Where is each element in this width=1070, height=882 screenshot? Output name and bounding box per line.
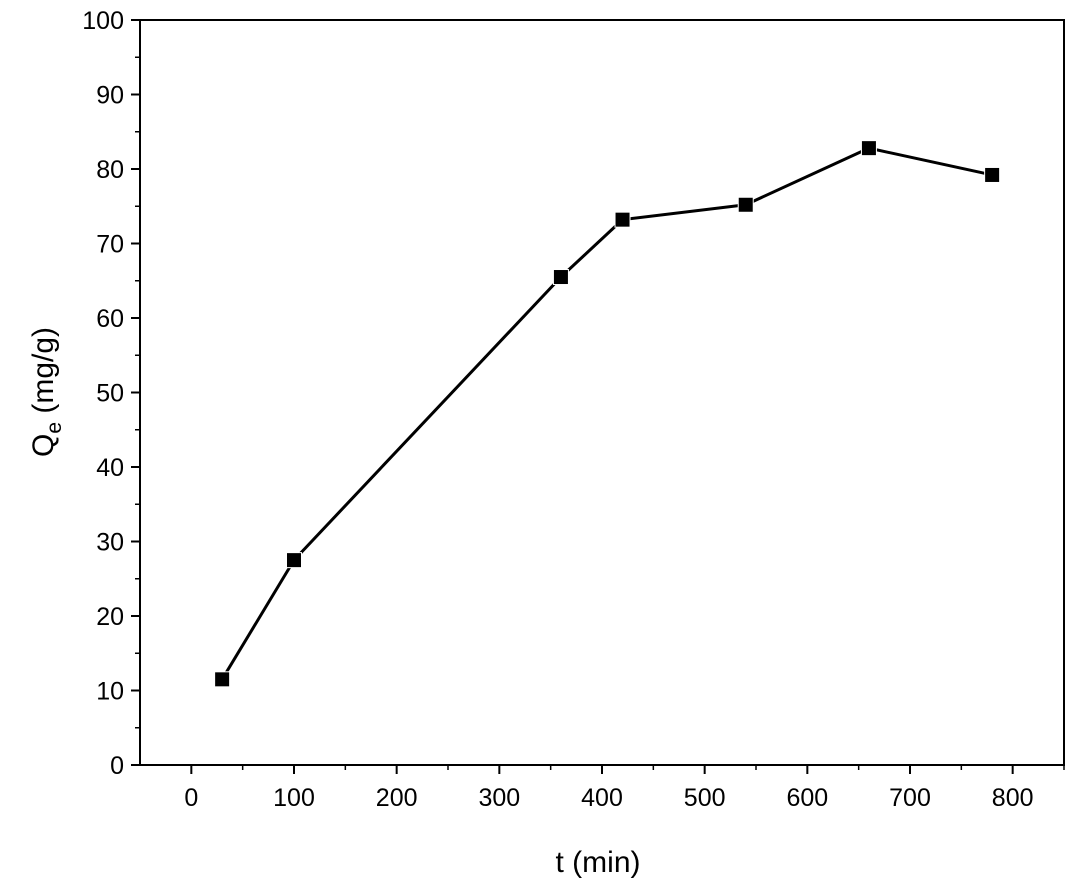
y-axis-title-subscript: e bbox=[43, 422, 66, 434]
data-point bbox=[214, 671, 231, 688]
x-tick-label: 300 bbox=[478, 784, 520, 812]
y-axis-ticks: 0 10 20 30 40 50 60 70 80 90 100 bbox=[82, 7, 140, 780]
x-tick-label: 700 bbox=[889, 784, 931, 812]
minor-ticks bbox=[135, 56, 1065, 770]
data-point bbox=[860, 140, 877, 157]
y-tick-label: 40 bbox=[96, 454, 124, 482]
series-line-segment bbox=[622, 203, 746, 222]
series-line-segment bbox=[745, 146, 870, 207]
data-point bbox=[737, 196, 754, 213]
series-line-segment bbox=[559, 218, 624, 279]
x-axis-ticks: 0 100 200 300 400 500 600 700 800 bbox=[184, 765, 1034, 812]
y-tick-label: 50 bbox=[96, 380, 124, 408]
y-tick-label: 0 bbox=[110, 752, 124, 780]
y-tick-label: 100 bbox=[82, 7, 124, 35]
y-axis-title-main: Q bbox=[27, 434, 60, 457]
data-point bbox=[552, 269, 569, 286]
data-point bbox=[984, 166, 1001, 183]
y-tick-label: 80 bbox=[96, 156, 124, 184]
y-tick-label: 20 bbox=[96, 603, 124, 631]
x-tick-label: 200 bbox=[376, 784, 418, 812]
x-tick-label: 0 bbox=[184, 784, 198, 812]
x-axis-title: t (min) bbox=[556, 846, 641, 879]
x-tick-label: 600 bbox=[786, 784, 828, 812]
series-points bbox=[214, 140, 1001, 688]
data-point bbox=[286, 552, 302, 569]
series-line-segment bbox=[220, 559, 296, 681]
x-tick-label: 400 bbox=[581, 784, 623, 812]
series-line-segment bbox=[868, 146, 993, 177]
y-tick-label: 60 bbox=[96, 305, 124, 333]
y-axis-title-rest: (mg/g) bbox=[27, 327, 60, 422]
series-lines bbox=[220, 146, 993, 681]
series-line-segment bbox=[292, 275, 563, 562]
data-point bbox=[614, 211, 631, 228]
y-tick-label: 30 bbox=[96, 529, 124, 557]
y-tick-label: 70 bbox=[96, 231, 124, 259]
x-tick-label: 500 bbox=[684, 784, 726, 812]
x-tick-label: 800 bbox=[992, 784, 1034, 812]
x-tick-label: 100 bbox=[273, 784, 315, 812]
y-tick-label: 90 bbox=[96, 82, 124, 110]
y-axis-title: Qe (mg/g) bbox=[27, 327, 66, 457]
y-tick-label: 10 bbox=[96, 678, 124, 706]
